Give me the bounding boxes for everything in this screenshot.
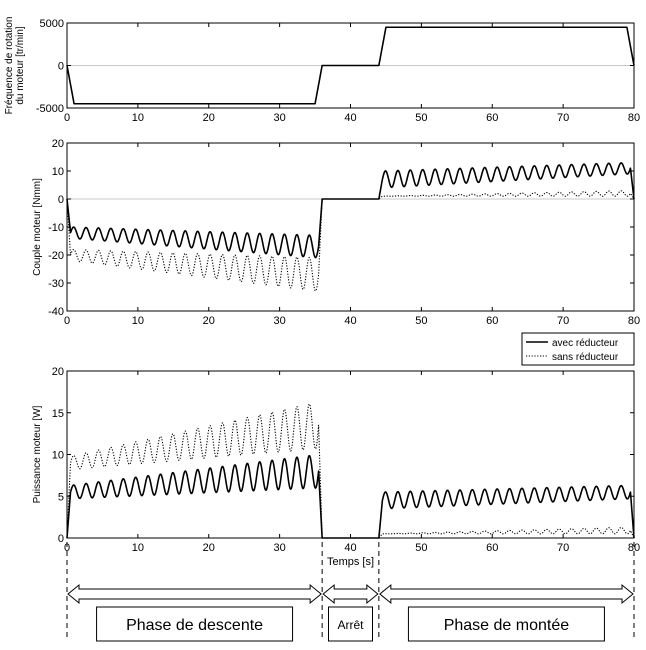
x-tick-label: 20 [203, 542, 215, 554]
y-tick-label: 0 [58, 194, 64, 206]
y-axis-label: du moteur [tr/min] [15, 26, 26, 105]
x-tick-label: 40 [344, 542, 356, 554]
x-tick-label: 30 [274, 112, 286, 124]
series-sans-réducteur-line [66, 403, 635, 539]
x-tick-label: 10 [132, 315, 144, 327]
y-tick-label: 5 [58, 491, 64, 503]
y-tick-label: -20 [48, 250, 64, 262]
x-tick-label: 30 [274, 315, 286, 327]
series-avec-réducteur-line [66, 162, 635, 259]
phase-arrow [67, 583, 322, 605]
phase-label-box [328, 606, 373, 642]
x-tick-label: 30 [274, 542, 286, 554]
x-tick-label: 60 [486, 112, 498, 124]
y-tick-label: -40 [48, 306, 64, 318]
x-tick-label: 70 [557, 112, 569, 124]
phase-label: Arrêt [337, 618, 364, 632]
x-tick-label: 80 [628, 542, 640, 554]
x-tick-label: 50 [415, 315, 427, 327]
x-tick-label: 70 [557, 315, 569, 327]
legend-label: avec réducteur [552, 338, 619, 349]
x-tick-label: 10 [132, 112, 144, 124]
y-axis-label: Puissance moteur [W] [32, 405, 43, 503]
x-tick-label: 0 [64, 542, 70, 554]
y-tick-label: 20 [52, 366, 64, 378]
x-tick-label: 80 [628, 315, 640, 327]
y-tick-label: -5000 [36, 103, 64, 115]
y-tick-label: -10 [48, 222, 64, 234]
phase-arrow [379, 583, 634, 605]
x-tick-label: 80 [628, 112, 640, 124]
y-tick-label: 10 [52, 166, 64, 178]
y-tick-label: 0 [58, 533, 64, 545]
chart-2: 0 10 20 30 40 50 60 70 80 -40 -30 -20 -10 0 10 20 Couple… [32, 138, 640, 327]
y-tick-label: 15 [52, 408, 64, 420]
x-tick-label: 0 [64, 315, 70, 327]
y-tick-label: 20 [52, 138, 64, 150]
legend-label: sans réducteur [552, 352, 619, 363]
x-tick-label: 60 [486, 542, 498, 554]
phase-label-box [96, 606, 294, 642]
y-tick-label: 0 [58, 61, 64, 73]
y-tick-label: 10 [52, 450, 64, 462]
legend-box [521, 332, 635, 366]
phase-arrow [322, 583, 379, 605]
series-line-line [66, 26, 635, 105]
x-tick-label: 40 [344, 112, 356, 124]
phase-label: Phase de montée [444, 617, 570, 634]
chart-3: 0 10 20 30 40 50 60 70 80 0 5 10 15 20 Puissance moteu… [32, 332, 640, 568]
y-axis-label: Couple moteur [Nmm] [32, 178, 43, 276]
x-tick-label: 70 [557, 542, 569, 554]
phase-label: Phase de descente [126, 617, 263, 634]
series-avec-réducteur-line [66, 454, 635, 539]
y-axis-label: Fréquence de rotation [4, 17, 15, 115]
phase-annotations: Phase de descente Arrêt Phase de montée [66, 542, 635, 642]
x-tick-label: 0 [64, 112, 70, 124]
phase-label-box [407, 606, 605, 642]
legend: avec réducteur sans réducteur [521, 332, 635, 366]
x-tick-label: 50 [415, 542, 427, 554]
x-tick-label: 50 [415, 112, 427, 124]
y-tick-label: -30 [48, 278, 64, 290]
y-tick-label: 5000 [40, 18, 64, 30]
x-axis-label: Temps [s] [327, 556, 374, 568]
x-tick-label: 60 [486, 315, 498, 327]
x-tick-label: 40 [344, 315, 356, 327]
x-tick-label: 20 [203, 315, 215, 327]
x-tick-label: 20 [203, 112, 215, 124]
x-tick-label: 10 [132, 542, 144, 554]
